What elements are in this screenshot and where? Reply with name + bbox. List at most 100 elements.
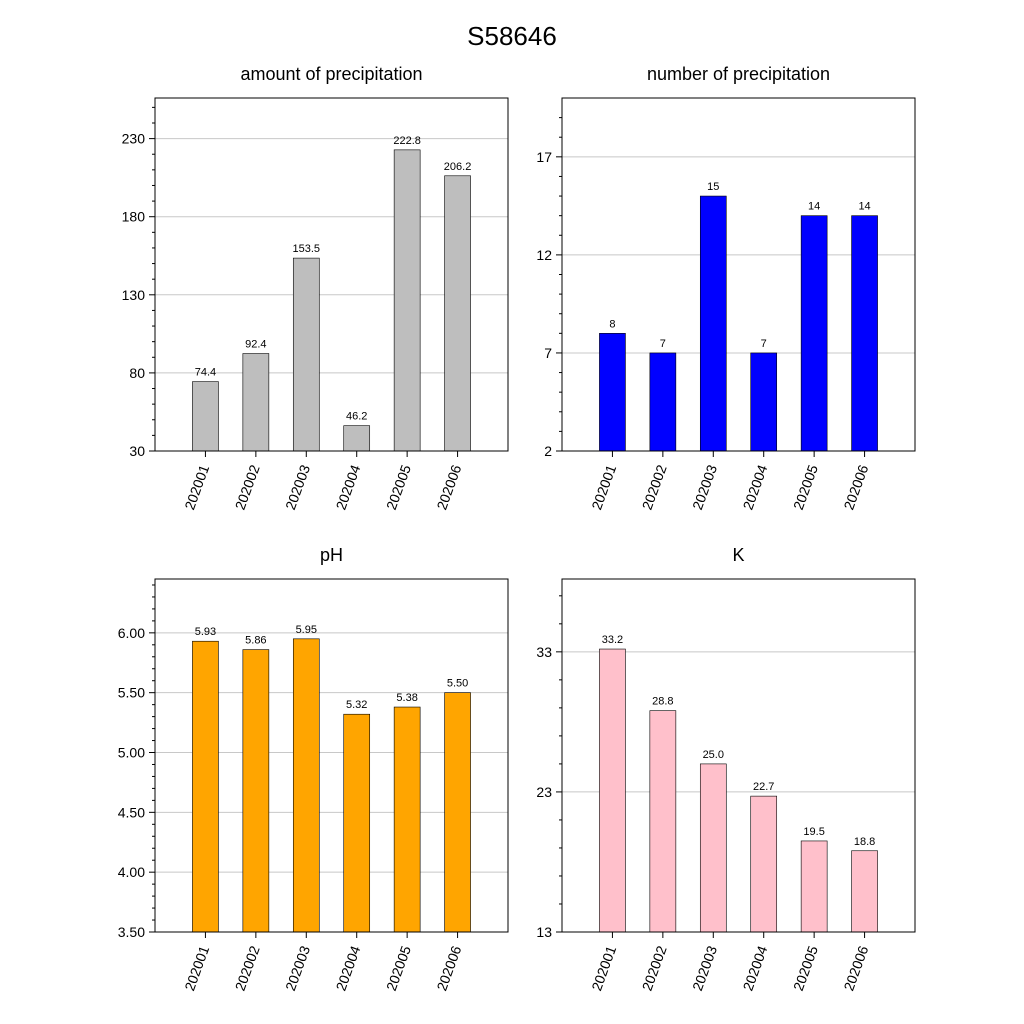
bar xyxy=(192,381,219,452)
x-tick-label: 202003 xyxy=(689,462,720,512)
y-tick-label: 130 xyxy=(122,287,146,303)
plot-frame xyxy=(154,578,509,933)
bar xyxy=(343,713,371,933)
y-tick-label: 80 xyxy=(129,365,145,381)
x-tick-label: 202001 xyxy=(181,943,212,993)
x-tick-label: 202006 xyxy=(840,943,871,993)
panel-title: amount of precipitation xyxy=(240,64,422,84)
panel-title: pH xyxy=(320,545,343,565)
y-tick-label: 2 xyxy=(544,443,552,459)
data-label: 7 xyxy=(660,338,666,350)
y-tick-label: 180 xyxy=(122,209,146,225)
data-label: 222.8 xyxy=(393,135,421,147)
y-tick-label: 6.00 xyxy=(118,625,145,641)
bar xyxy=(750,352,778,452)
x-tick-label: 202005 xyxy=(790,943,821,993)
y-tick-label: 230 xyxy=(122,131,146,147)
y-tick-label: 17 xyxy=(536,149,552,165)
y-tick-label: 7 xyxy=(544,345,552,361)
x-tick-label: 202005 xyxy=(383,462,414,512)
data-label: 206.2 xyxy=(444,161,472,173)
bar xyxy=(393,706,421,933)
y-tick-label: 4.00 xyxy=(118,864,145,880)
bar xyxy=(599,333,626,452)
data-label: 15 xyxy=(707,181,719,193)
bar xyxy=(444,692,471,933)
data-label: 74.4 xyxy=(195,367,216,379)
x-tick-label: 202001 xyxy=(588,462,619,512)
x-tick-label: 202004 xyxy=(333,943,364,993)
plot-frame xyxy=(154,97,509,452)
data-label: 5.86 xyxy=(245,635,266,647)
x-tick-label: 202006 xyxy=(433,943,464,993)
data-label: 33.2 xyxy=(602,634,623,646)
bar xyxy=(292,257,320,452)
bar xyxy=(343,425,371,452)
x-tick-label: 202003 xyxy=(282,462,313,512)
y-tick-label: 5.00 xyxy=(118,745,145,761)
y-tick-label: 12 xyxy=(536,247,552,263)
bar xyxy=(393,149,421,452)
bar xyxy=(292,638,320,933)
bar xyxy=(800,215,828,452)
figure-title: S58646 xyxy=(467,21,557,51)
bar xyxy=(800,840,828,933)
bar xyxy=(242,649,270,933)
x-tick-label: 202005 xyxy=(383,943,414,993)
bar xyxy=(699,195,727,452)
data-label: 22.7 xyxy=(753,781,774,793)
x-tick-label: 202001 xyxy=(588,943,619,993)
x-tick-label: 202002 xyxy=(639,462,670,512)
y-tick-label: 33 xyxy=(536,644,552,660)
data-label: 25.0 xyxy=(703,749,724,761)
bar xyxy=(192,640,219,933)
bar xyxy=(444,175,471,452)
chart-panel-3: 5.93 5.86 5.95 5.32 5.38 5.50 3.50 4.00 4.50 5.00… xyxy=(118,545,509,993)
bar xyxy=(599,648,626,933)
panel-title: number of precipitation xyxy=(647,64,830,84)
x-tick-label: 202004 xyxy=(333,462,364,512)
y-tick-label: 5.50 xyxy=(118,685,145,701)
data-label: 5.50 xyxy=(447,678,468,690)
data-label: 14 xyxy=(808,201,820,213)
data-label: 92.4 xyxy=(245,339,266,351)
data-label: 14 xyxy=(858,201,870,213)
y-tick-label: 30 xyxy=(129,443,145,459)
data-label: 5.38 xyxy=(396,692,417,704)
data-label: 7 xyxy=(761,338,767,350)
x-tick-label: 202005 xyxy=(790,462,821,512)
x-tick-label: 202006 xyxy=(840,462,871,512)
panel-title: K xyxy=(732,545,744,565)
data-label: 18.8 xyxy=(854,836,875,848)
bar xyxy=(851,215,878,452)
bar xyxy=(649,352,677,452)
bar xyxy=(242,353,270,452)
x-tick-label: 202002 xyxy=(232,943,263,993)
chart-panel-2: 8 7 15 7 14 14 2 7 12 17 202001 202002 202003 202004 2… xyxy=(536,64,916,512)
x-tick-label: 202003 xyxy=(282,943,313,993)
plot-frame xyxy=(561,578,916,933)
chart-panel-1: 74.4 92.4 153.5 46.2 222.8 206.2 30 80 130 180 230… xyxy=(122,64,509,512)
x-tick-label: 202002 xyxy=(639,943,670,993)
y-tick-label: 4.50 xyxy=(118,804,145,820)
data-label: 5.32 xyxy=(346,699,367,711)
x-tick-label: 202001 xyxy=(181,462,212,512)
bar xyxy=(750,795,778,933)
y-tick-label: 23 xyxy=(536,784,552,800)
data-label: 46.2 xyxy=(346,411,367,423)
x-tick-label: 202006 xyxy=(433,462,464,512)
x-tick-label: 202004 xyxy=(740,943,771,993)
data-label: 19.5 xyxy=(803,826,824,838)
bar xyxy=(649,710,677,933)
data-label: 5.95 xyxy=(296,624,317,636)
y-tick-label: 13 xyxy=(536,924,552,940)
bar xyxy=(699,763,727,933)
data-label: 8 xyxy=(609,318,615,330)
data-label: 28.8 xyxy=(652,696,673,708)
data-label: 153.5 xyxy=(293,243,321,255)
y-tick-label: 3.50 xyxy=(118,924,145,940)
bar xyxy=(851,850,878,933)
x-tick-label: 202004 xyxy=(740,462,771,512)
data-label: 5.93 xyxy=(195,626,216,638)
